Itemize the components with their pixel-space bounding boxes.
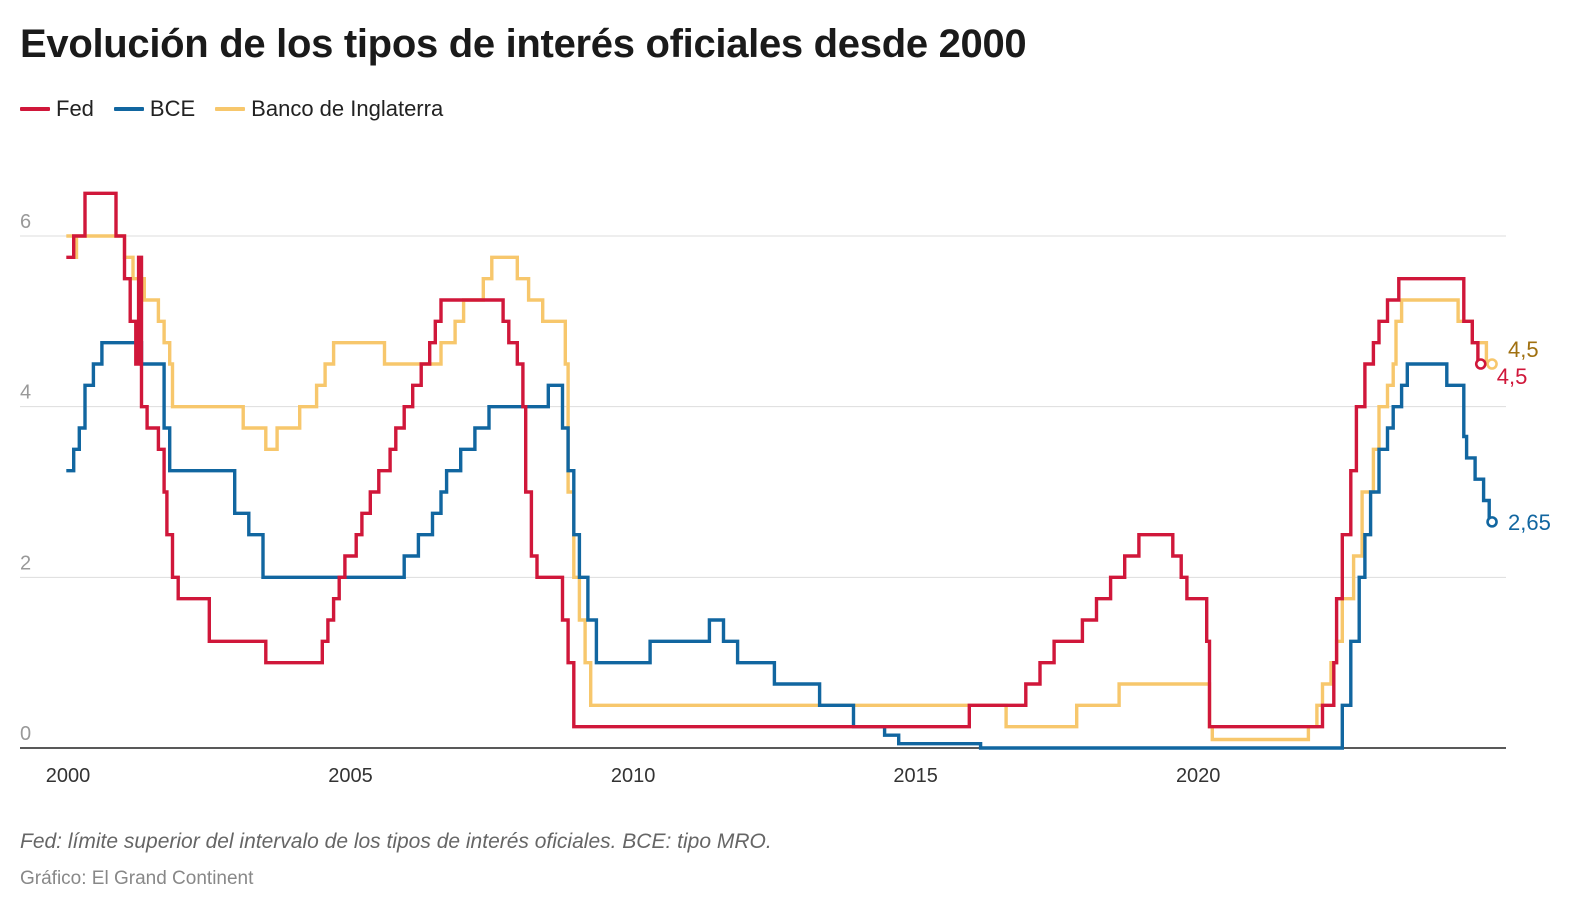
y-tick-label: 0 (20, 723, 31, 745)
end-label-fed: 4,5 (1497, 364, 1528, 389)
legend-swatch-bce (113, 107, 144, 111)
chart-title: Evolución de los tipos de interés oficia… (20, 22, 1027, 66)
chart-source: Gráfico: El Grand Continent (20, 868, 254, 889)
series-line-bce[interactable] (66, 341, 1494, 750)
end-marker-banco-de-inglaterra (1486, 358, 1498, 370)
y-tick-label: 2 (20, 552, 31, 574)
end-marker-fed (1474, 358, 1487, 370)
x-tick-label: 2000 (46, 765, 91, 787)
end-labels: 4,5 2,65 4,5 (1474, 337, 1551, 535)
series-line-fed[interactable] (66, 191, 1483, 729)
x-axis-ticks: 2000 2005 2010 2015 2020 (46, 765, 1221, 787)
x-tick-label: 2010 (611, 765, 656, 787)
x-tick-label: 2020 (1176, 765, 1221, 787)
legend-label-fed: Fed (56, 96, 94, 121)
x-tick-label: 2015 (893, 765, 938, 787)
end-label-bce: 2,65 (1508, 510, 1551, 535)
grid-lines (20, 235, 1506, 749)
y-axis-ticks: 0 2 4 6 (20, 211, 31, 745)
legend-label-bce: BCE (149, 96, 196, 121)
legend-item-boe[interactable]: Banco de Inglaterra (215, 96, 443, 122)
legend-swatch-boe (215, 107, 246, 111)
legend-swatch-fed (20, 107, 50, 111)
y-tick-label: 4 (20, 382, 31, 404)
legend: Fed BCE Banco de Inglaterra (20, 96, 463, 122)
legend-item-fed[interactable]: Fed (20, 96, 94, 122)
legend-item-bce[interactable]: BCE (113, 96, 196, 122)
series-layer (66, 191, 1494, 750)
chart-note: Fed: límite superior del intervalo de lo… (20, 830, 772, 853)
y-tick-label: 6 (20, 211, 31, 233)
legend-label-boe: Banco de Inglaterra (251, 96, 444, 121)
x-tick-label: 2005 (328, 765, 373, 787)
end-marker-bce (1486, 516, 1498, 528)
end-label-banco-de-inglaterra: 4,5 (1508, 337, 1539, 362)
